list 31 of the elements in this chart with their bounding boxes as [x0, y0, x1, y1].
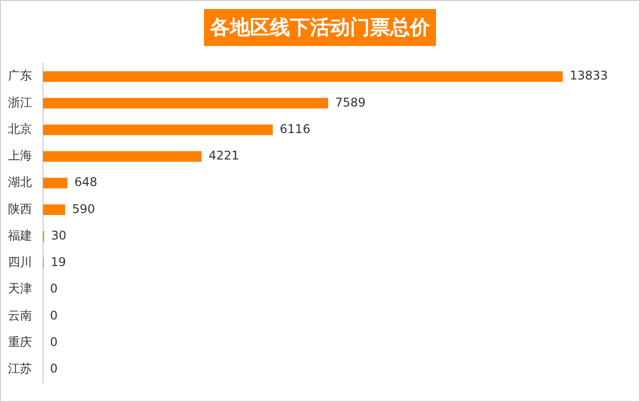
data-label: 590: [72, 202, 96, 216]
data-label: 0: [50, 334, 58, 349]
y-tick-label: 北京: [8, 122, 32, 136]
data-label: 4221: [208, 148, 240, 163]
y-tick-label: 江苏: [8, 362, 32, 376]
bar: [43, 151, 202, 162]
data-label: 0: [50, 308, 58, 322]
y-tick-label: 四川: [8, 255, 32, 270]
data-label: 0: [50, 282, 58, 296]
data-label: 6116: [280, 122, 310, 136]
bar: [43, 204, 66, 216]
bar: [43, 98, 328, 108]
chart-title: 各地区线下活动门票总价: [204, 9, 436, 46]
y-tick-label: 陕西: [8, 202, 32, 216]
bar: [43, 124, 273, 136]
y-tick-label: 浙江: [8, 95, 32, 110]
y-tick-label: 天津: [8, 282, 32, 296]
y-tick-label: 云南: [8, 308, 32, 322]
data-label: 19: [50, 255, 66, 270]
bar: [43, 71, 563, 82]
y-tick-label: 福建: [8, 228, 32, 242]
y-tick-label: 广东: [8, 68, 32, 83]
y-tick-label: 重庆: [8, 334, 32, 349]
y-tick-label: 湖北: [8, 175, 32, 190]
data-label: 7589: [335, 95, 366, 110]
data-label: 13833: [570, 68, 608, 83]
y-tick-label: 上海: [8, 148, 32, 163]
bar: [43, 178, 68, 188]
data-label: 30: [51, 228, 66, 242]
data-label: 0: [50, 362, 58, 376]
data-label: 648: [74, 175, 98, 190]
